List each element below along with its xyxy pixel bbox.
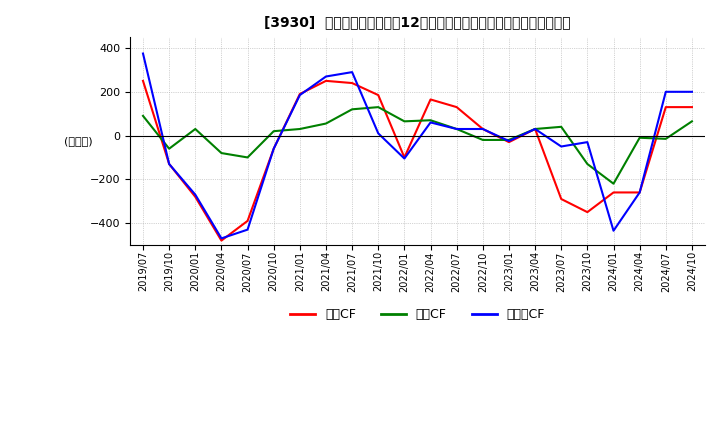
営業CF <box>426 97 435 102</box>
フリーCF <box>191 192 199 197</box>
フリーCF <box>295 92 304 98</box>
営業CF <box>557 196 565 202</box>
営業CF <box>322 78 330 84</box>
Legend: 営業CF, 投資CF, フリーCF: 営業CF, 投資CF, フリーCF <box>285 303 550 326</box>
投資CF <box>269 128 278 134</box>
フリーCF <box>479 126 487 132</box>
営業CF <box>243 218 252 224</box>
営業CF <box>217 238 226 243</box>
フリーCF <box>400 156 409 161</box>
営業CF <box>479 126 487 132</box>
フリーCF <box>688 89 696 95</box>
フリーCF <box>165 161 174 167</box>
投資CF <box>374 104 382 110</box>
フリーCF <box>348 70 356 75</box>
フリーCF <box>609 228 618 233</box>
営業CF <box>583 209 592 215</box>
Y-axis label: (百万円): (百万円) <box>64 136 92 146</box>
フリーCF <box>426 120 435 125</box>
Line: 投資CF: 投資CF <box>143 107 692 183</box>
投資CF <box>583 161 592 167</box>
フリーCF <box>139 51 148 56</box>
投資CF <box>557 124 565 129</box>
投資CF <box>348 106 356 112</box>
投資CF <box>191 126 199 132</box>
営業CF <box>191 194 199 199</box>
営業CF <box>374 92 382 98</box>
投資CF <box>165 146 174 151</box>
営業CF <box>452 104 461 110</box>
フリーCF <box>583 139 592 145</box>
Line: 営業CF: 営業CF <box>143 81 692 241</box>
フリーCF <box>269 146 278 151</box>
投資CF <box>139 113 148 118</box>
フリーCF <box>662 89 670 95</box>
投資CF <box>426 117 435 123</box>
投資CF <box>295 126 304 132</box>
営業CF <box>400 155 409 160</box>
投資CF <box>217 150 226 156</box>
投資CF <box>688 119 696 124</box>
フリーCF <box>217 236 226 241</box>
投資CF <box>531 126 539 132</box>
フリーCF <box>374 131 382 136</box>
Line: フリーCF: フリーCF <box>143 54 692 238</box>
営業CF <box>348 81 356 86</box>
投資CF <box>322 121 330 126</box>
営業CF <box>269 146 278 151</box>
営業CF <box>662 104 670 110</box>
フリーCF <box>505 139 513 144</box>
投資CF <box>609 181 618 186</box>
フリーCF <box>322 74 330 79</box>
営業CF <box>295 92 304 97</box>
営業CF <box>688 104 696 110</box>
フリーCF <box>531 126 539 132</box>
投資CF <box>635 135 644 140</box>
営業CF <box>609 190 618 195</box>
営業CF <box>635 190 644 195</box>
営業CF <box>165 161 174 167</box>
投資CF <box>662 136 670 142</box>
フリーCF <box>243 227 252 232</box>
営業CF <box>505 139 513 145</box>
投資CF <box>452 126 461 132</box>
Title: [3930]  キャッシュフローの12か月移動合計の対前年同期増減額の推移: [3930] キャッシュフローの12か月移動合計の対前年同期増減額の推移 <box>264 15 571 29</box>
投資CF <box>505 137 513 143</box>
フリーCF <box>635 190 644 195</box>
フリーCF <box>452 126 461 132</box>
営業CF <box>531 126 539 132</box>
フリーCF <box>557 144 565 149</box>
営業CF <box>139 78 148 84</box>
投資CF <box>479 137 487 143</box>
投資CF <box>400 119 409 124</box>
投資CF <box>243 155 252 160</box>
